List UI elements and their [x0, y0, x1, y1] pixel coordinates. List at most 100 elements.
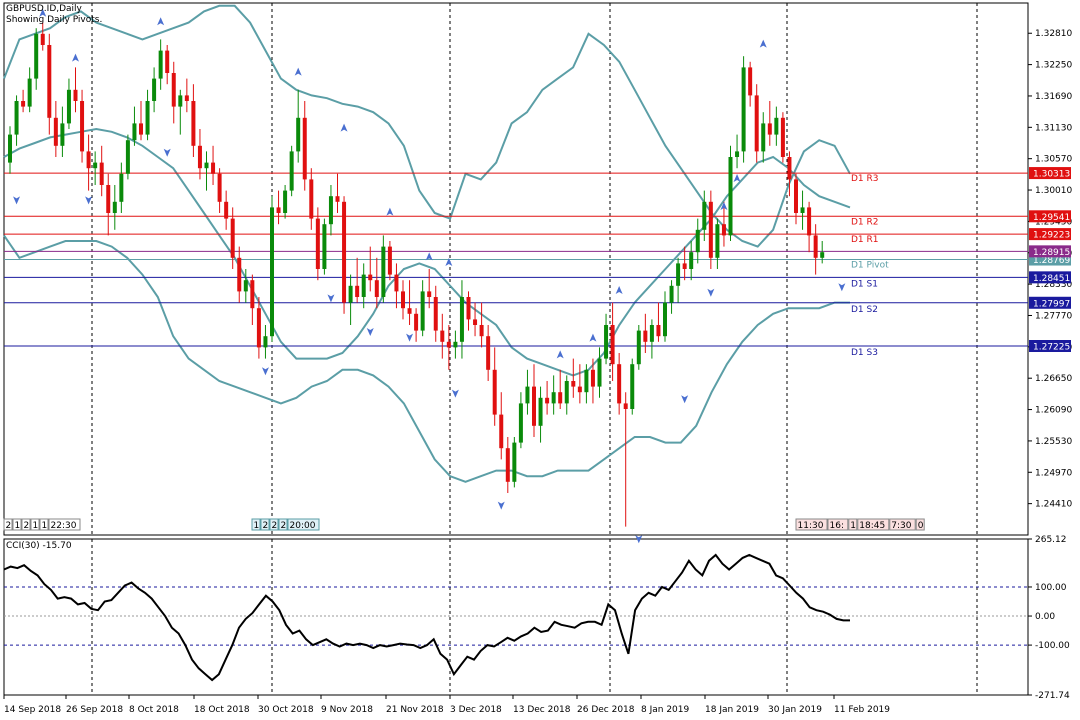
candle-body: [315, 218, 320, 269]
fractal-up-icon: [157, 17, 165, 26]
pivot-label: D1 R1: [851, 235, 879, 245]
candle-body: [735, 151, 740, 157]
x-tick-label: 11 Feb 2019: [834, 705, 890, 715]
pivot-price-tags: 1.30313 1.29541 1.29223 1.28769 1.28451 1.279…: [1029, 167, 1071, 353]
time-marker-mid-box: [260, 518, 270, 531]
candle-body: [473, 319, 478, 325]
fractal-down-icon: [635, 535, 643, 544]
candle-body: [669, 285, 674, 303]
candle-body: [99, 162, 104, 185]
candlesticks: [8, 22, 825, 527]
candle-body: [204, 162, 209, 169]
candle-body: [191, 101, 196, 146]
fractal-up-icon: [445, 258, 453, 266]
candle-body: [414, 313, 419, 331]
candle-body: [794, 179, 798, 213]
candle-body: [656, 325, 661, 337]
candle-body: [139, 123, 143, 135]
candle-body: [60, 123, 65, 146]
candle-body: [676, 263, 681, 286]
time-scale-markers: 2 1 2 1 1 22:30 1 2 2 2 20:00 11:30 16: 1 18:45 7:30 0: [3, 518, 925, 531]
cci-indicator: 265.12 100.00 0.00 -100.00 -271.74: [3, 535, 1070, 701]
candle-body: [689, 252, 694, 269]
candle-body: [86, 151, 91, 169]
time-marker-right-box: [857, 518, 890, 531]
pivot-label: D1 S3: [851, 348, 878, 358]
x-tick-label: 14 Sep 2018: [4, 705, 61, 715]
candle-body: [767, 123, 772, 135]
fractal-down-icon: [497, 501, 505, 510]
time-marker-right-label: 11:30: [798, 521, 824, 531]
candle-body: [361, 274, 366, 297]
chart-header: GBPUSD.ID,Daily Showing Daily Pivots.: [6, 4, 102, 26]
time-marker-right-label: 0: [918, 521, 924, 531]
cci-y-tick-label: 100.00: [1035, 583, 1067, 593]
date-axis: 14 Sep 2018 26 Sep 2018 8 Oct 2018 18 Oct 2…: [3, 695, 890, 715]
candle-body: [479, 325, 484, 337]
x-tick-label: 30 Jan 2019: [768, 705, 822, 715]
y-tick-label: 1.24970: [1035, 468, 1072, 478]
time-marker-right-label: 18:45: [859, 521, 885, 531]
candle-body: [486, 336, 491, 370]
candle-body: [636, 330, 641, 365]
candle-body: [309, 179, 314, 219]
cci-line: [3, 553, 850, 682]
candle-body: [125, 140, 130, 174]
candle-body: [73, 89, 78, 101]
candle-body: [93, 162, 98, 169]
fractal-down-icon: [681, 395, 689, 404]
y-tick-label: 1.30010: [1035, 186, 1072, 196]
time-marker-left-box: [12, 518, 22, 531]
fractal-up-icon: [589, 333, 597, 342]
x-tick-label: 18 Oct 2018: [194, 705, 250, 715]
candle-body: [132, 123, 137, 141]
time-marker-left-label: 22:30: [51, 521, 77, 531]
time-marker-right-box: [915, 518, 925, 531]
candle-body: [407, 308, 412, 314]
fractal-up-icon: [340, 123, 348, 132]
candle-body: [243, 280, 248, 292]
time-marker-left-box: [30, 518, 40, 531]
candle-body: [748, 67, 753, 96]
time-marker-left-label: 2: [6, 521, 12, 531]
pivot-label: D1 S1: [851, 279, 878, 289]
candle-body: [787, 157, 792, 180]
candle-body: [302, 117, 307, 180]
fractal-up-icon: [39, 8, 47, 17]
candle-body: [145, 101, 150, 135]
fractal-down-icon: [838, 283, 846, 292]
candle-body: [256, 308, 261, 348]
price-tag-box: [1029, 296, 1071, 309]
price-tag-box: [1029, 167, 1071, 180]
time-marker-mid-label: 2: [263, 521, 269, 531]
main-plot-frame: [3, 2, 1029, 536]
time-marker-mid-box: [278, 518, 288, 531]
candle-body: [643, 330, 648, 342]
price-tag-label: 1.27997: [1033, 299, 1070, 309]
candle-body: [237, 257, 242, 292]
candle-body: [577, 386, 582, 393]
candle-body: [492, 369, 497, 415]
pivot-label: D1 Pivot: [851, 261, 889, 271]
candle-body: [774, 117, 779, 135]
price-tag-label: 1.28769: [1033, 256, 1070, 266]
time-marker-mid-label: 20:00: [290, 521, 316, 531]
price-tag-label: 1.28915: [1033, 248, 1070, 258]
y-tick-label: 1.26090: [1035, 406, 1072, 416]
time-marker-right-label: 16:: [830, 521, 844, 531]
candle-body: [335, 196, 340, 202]
candle-body: [112, 201, 117, 213]
y-tick-label: 1.25530: [1035, 437, 1072, 447]
candle-body: [197, 145, 202, 169]
candle-body: [820, 252, 825, 258]
pivot-label: D1 S2: [851, 305, 878, 315]
candle-body: [551, 392, 556, 404]
candle-body: [106, 185, 111, 213]
candle-body: [14, 101, 19, 135]
fractal-down-icon: [85, 196, 93, 205]
pivot-lines: D1 R3 D1 R2 D1 R1 D1 Pivot D1 S1 D1 S2 D1 S3: [4, 172, 1028, 358]
candle-body: [754, 95, 759, 152]
x-tick-label: 21 Nov 2018: [386, 705, 444, 715]
y-tick-label: 1.31690: [1035, 92, 1072, 102]
symbol-title: GBPUSD.ID,Daily: [6, 4, 82, 14]
